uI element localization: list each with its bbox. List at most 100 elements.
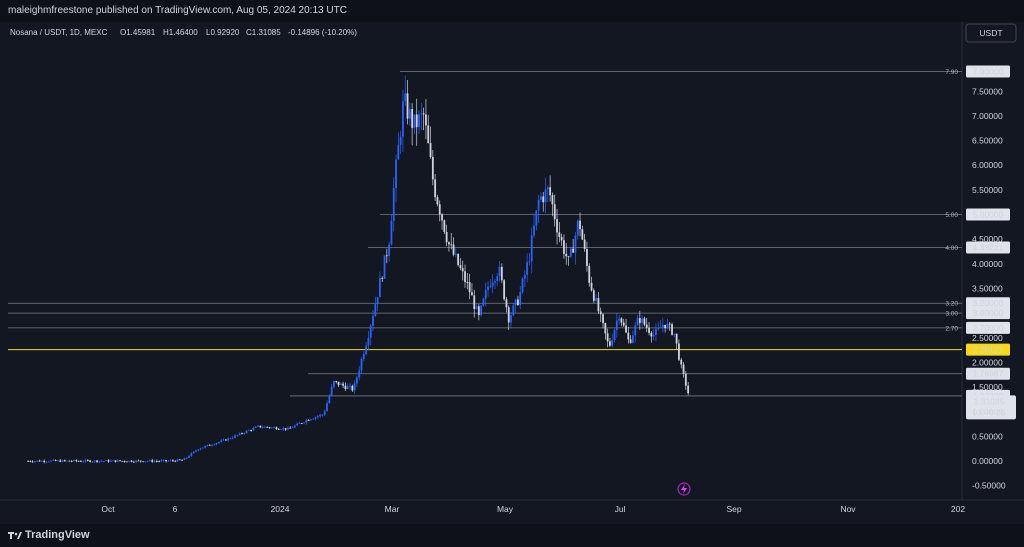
last-price-tag [966, 395, 1016, 420]
candle-body [362, 353, 365, 359]
price-tag-text: 2.70000 [973, 323, 1004, 333]
candle-body [84, 460, 87, 462]
candle-body [675, 333, 678, 344]
candle-body [36, 460, 39, 462]
candle-body [466, 281, 469, 283]
y-tick-label: 0.50000 [972, 431, 1003, 441]
candle-body [581, 229, 584, 240]
candle-body [257, 425, 259, 427]
candle-body [404, 93, 407, 102]
flash-icon[interactable] [677, 482, 691, 496]
candle-body [70, 461, 73, 462]
candle-body [517, 299, 519, 306]
candle-body [650, 332, 653, 337]
candle-body [289, 427, 292, 429]
candle-body [425, 114, 427, 126]
candle-body [107, 460, 110, 462]
candle-body [648, 327, 650, 333]
price-tag [966, 321, 1010, 334]
candle-body [379, 278, 381, 298]
candle-body [153, 461, 156, 462]
candle-body [275, 427, 278, 430]
ohlc-high: H1.46400 [163, 28, 198, 37]
y-tick-label: 0.00000 [972, 456, 1003, 466]
candle-body [314, 417, 317, 419]
candle-body [123, 461, 126, 462]
price-chart[interactable]: 7.90 7.90000 5.00 5.00000 4.00 4.33221 3.20 3.2… [0, 0, 1024, 524]
candle-body [188, 456, 190, 458]
candle-body [583, 239, 586, 250]
candle-body [259, 425, 262, 428]
candle-body [597, 298, 600, 312]
candle-body [464, 271, 466, 282]
candle-body [59, 460, 62, 462]
candle-body [402, 101, 404, 137]
y-tick-label: 6.50000 [972, 136, 1003, 146]
x-tick-label: Nov [840, 504, 856, 514]
candle-body [625, 325, 627, 333]
candle-body [468, 282, 471, 293]
candle-body [323, 411, 326, 415]
x-tick-label: May [497, 504, 514, 514]
candle-body [372, 315, 374, 326]
candle-body [408, 109, 411, 119]
candle-body [254, 426, 257, 428]
candle-body [588, 265, 591, 283]
candle-body [567, 256, 570, 258]
candle-body [337, 381, 340, 386]
candle-body [367, 337, 370, 346]
candle-body [498, 266, 501, 277]
currency-button[interactable] [965, 23, 1017, 43]
x-tick-label: Jul [615, 504, 626, 514]
x-tick-label: Mar [385, 504, 400, 514]
countdown-text: 03:46:25 [972, 407, 1005, 417]
candle-body [457, 253, 460, 266]
candle-body [549, 187, 552, 196]
candle-body [369, 325, 372, 338]
candle-body [590, 282, 593, 291]
candle-body [284, 428, 287, 430]
candle-body [503, 280, 506, 300]
candle-body [629, 339, 632, 343]
symbol-name: Nosana / USDT, 1D, MEXC [10, 28, 108, 37]
candle-body [291, 427, 294, 429]
candle-body [360, 358, 363, 371]
y-tick-label: 7.50000 [972, 86, 1003, 96]
candle-body [114, 460, 117, 462]
level-label: 3.20 [945, 301, 958, 308]
candle-body [139, 460, 142, 462]
candle-body [236, 434, 239, 436]
candle-body [632, 335, 634, 343]
candle-body [27, 461, 29, 462]
candle-body [606, 333, 609, 342]
candle-body [544, 189, 547, 203]
candle-body [390, 220, 393, 245]
candle-body [657, 327, 660, 330]
candle-body [174, 460, 177, 462]
candle-body [540, 196, 542, 200]
candle-body [109, 460, 112, 462]
level-label: 3.00 [945, 311, 958, 318]
candle-body [330, 386, 333, 396]
candle-body [277, 429, 280, 430]
candle-body [63, 460, 66, 462]
candle-body [86, 460, 89, 461]
candle-body [96, 460, 98, 462]
candle-body [229, 438, 232, 440]
candle-body [487, 286, 489, 291]
candle-body [480, 305, 483, 316]
candle-body [569, 248, 572, 257]
candle-body [586, 249, 588, 266]
candle-body [231, 437, 234, 439]
candle-body [326, 403, 328, 412]
tradingview-brand[interactable]: TradingView [8, 529, 90, 541]
candle-body [664, 324, 667, 329]
candle-body [634, 325, 637, 336]
candle-body [494, 280, 496, 283]
price-tag [966, 307, 1010, 320]
candle-body [450, 244, 453, 246]
candle-body [411, 109, 414, 128]
candle-body [459, 265, 462, 269]
candle-body [268, 427, 271, 429]
candle-body [162, 460, 165, 461]
